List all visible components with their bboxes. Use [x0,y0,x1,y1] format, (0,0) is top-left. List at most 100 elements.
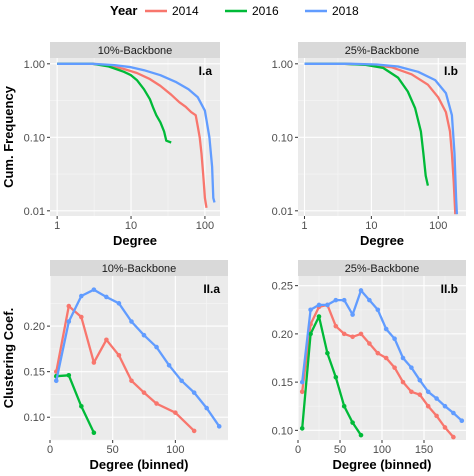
data-point-2018 [91,287,97,292]
data-point-2018 [104,294,109,300]
facet-strip [298,42,466,58]
data-point-2018 [451,410,456,416]
data-point-2018 [308,307,313,313]
data-point-2014 [66,303,72,309]
x-tick-label: 1 [301,220,307,232]
data-point-2018 [417,377,423,383]
data-point-2014 [383,355,389,361]
data-point-2014 [409,389,414,395]
data-point-2018 [392,336,397,342]
x-tick-label: 0 [295,444,301,456]
series-layer [57,62,216,208]
facet-strip-label: 25%-Backbone [345,263,420,275]
facet-strip [50,260,228,276]
facet-strip [298,260,466,276]
data-point-2014 [299,389,305,395]
y-tick-label: 0.20 [24,321,45,333]
x-tick-label: 0 [47,444,53,456]
data-point-2018 [141,332,147,338]
data-point-2018 [400,355,406,361]
panel-label: II.a [203,282,220,296]
data-point-2016 [66,373,72,378]
series-layer [53,287,222,436]
data-point-2018 [79,293,84,299]
x-axis-title: Degree (binned) [333,457,432,472]
data-point-2014 [141,390,147,395]
series-line-2016 [57,62,172,144]
gridlines [50,58,220,216]
y-tick-label: 0.01 [272,206,293,218]
y-tick-label: 0.10 [24,412,45,424]
gridlines [298,58,466,216]
panel-label: I.b [444,64,458,78]
plot-background [50,276,228,440]
x-tick-label: 1 [54,220,60,232]
series-line-2016 [301,315,362,436]
data-point-2014 [451,434,456,440]
facet-strip-label: 10%-Backbone [98,45,173,57]
x-tick-label: 100 [429,220,447,232]
x-axis-title: Degree [113,233,157,248]
data-point-2014 [392,365,397,370]
data-point-2018 [459,418,465,424]
series-line-2018 [55,288,221,427]
panel-II-a: 10%-Backbone 0 50 100 0.10 0.15 0.20 II.a Degree… [1,260,228,472]
y-tick-label: 0.10 [24,132,45,144]
data-point-2018 [216,424,222,429]
y-tick-label: 0.10 [272,425,293,437]
data-point-2018 [116,301,122,306]
y-tick-label: 1.00 [272,59,293,71]
panel-I-a: 10%-Backbone 1 10 100 0.01 0.10 1.00 I.a Degree C… [1,42,220,248]
data-point-2018 [204,405,209,411]
x-axis-title: Degree [360,233,404,248]
legend-label-2014: 2014 [172,4,199,18]
data-point-2018 [367,297,372,303]
series-line-2016 [56,374,95,434]
data-point-2018 [316,302,322,308]
x-tick-label: 50 [107,444,119,456]
x-tick-label: 100 [166,444,184,456]
x-tick-label: 100 [373,444,391,456]
y-tick-label: 0.25 [272,281,293,293]
y-tick-label: 0.10 [272,132,293,144]
gridlines [49,276,228,441]
facet-strip-label: 10%-Backbone [102,263,177,275]
series-line-2018 [57,62,216,203]
y-tick-label: 0.15 [272,377,293,389]
data-point-2018 [442,403,448,409]
data-point-2014 [129,378,134,384]
series-layer [299,288,465,440]
panel-label: I.a [199,64,213,78]
y-tick-label: 0.20 [272,329,293,341]
data-point-2016 [308,331,313,337]
data-point-2014 [191,428,197,434]
data-point-2018 [154,344,159,350]
data-point-2016 [299,426,305,431]
data-point-2014 [154,401,159,406]
x-tick-label: 100 [196,220,214,232]
x-tick-label: 150 [415,444,433,456]
data-point-2018 [358,288,364,293]
data-point-2018 [179,378,184,384]
legend-label-2018: 2018 [332,4,359,18]
facet-strip-label: 25%-Backbone [345,45,420,57]
panel-I-b: 25%-Backbone 1 10 100 0.01 0.10 1.00 I.b Degree [272,42,466,248]
y-axis-title: Clustering Coef. [1,308,16,408]
x-tick-label: 10 [365,220,377,232]
data-point-2018 [434,396,439,401]
data-point-2014 [350,334,355,340]
data-point-2014 [442,425,448,430]
data-point-2018 [325,302,330,308]
data-point-2014 [333,323,339,329]
data-point-2016 [350,420,355,425]
legend: Year 2014 2016 2018 [110,3,359,18]
series-line-2014 [57,62,208,208]
data-point-2018 [333,297,339,303]
data-point-2018 [350,312,355,317]
series-layer [304,62,459,215]
data-point-2018 [425,389,431,395]
legend-label-2016: 2016 [252,4,279,18]
panel-II-b: 25%-Backbone 0 50 100 150 0.10 0.15 0.20 0.25 II.… [272,260,466,472]
